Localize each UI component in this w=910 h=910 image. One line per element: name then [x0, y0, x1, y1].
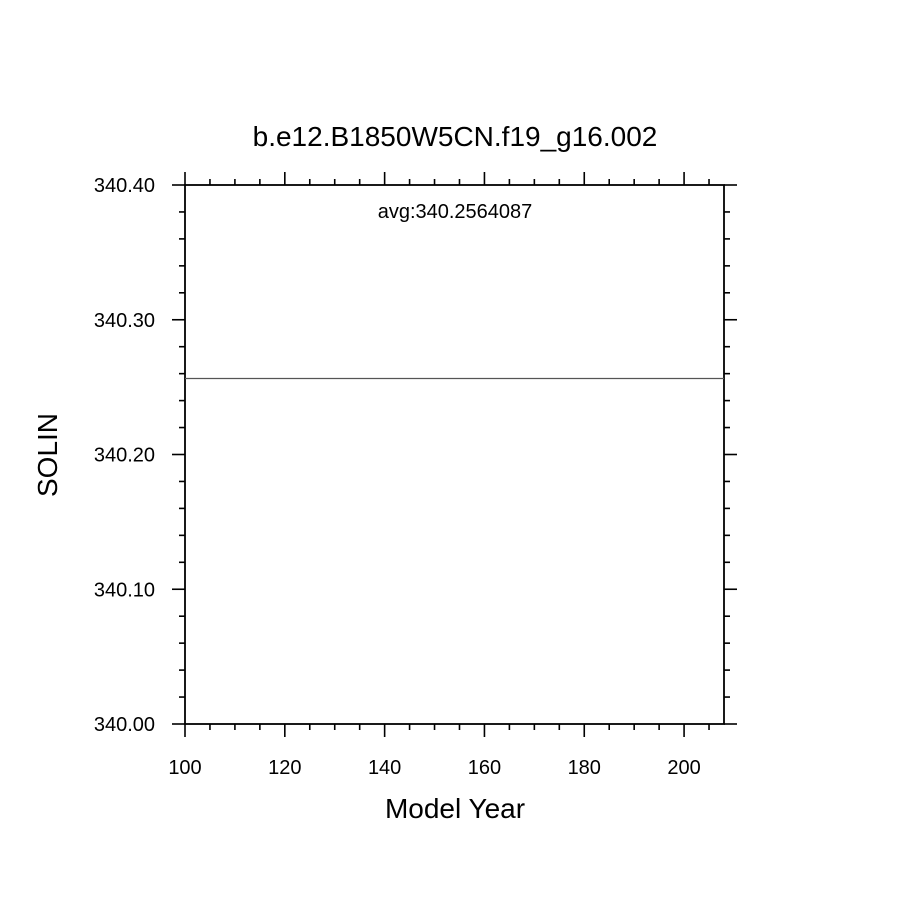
y-tick-label: 340.20 — [94, 445, 155, 467]
y-tick-label: 340.00 — [94, 714, 155, 736]
y-tick-label: 340.40 — [94, 175, 155, 197]
x-tick-label: 180 — [568, 757, 601, 779]
y-axis-label: SOLIN — [32, 413, 63, 497]
y-tick-label: 340.10 — [94, 579, 155, 601]
x-tick-label: 100 — [168, 757, 201, 779]
y-tick-label: 340.30 — [94, 310, 155, 332]
plot-area: 100 120 140 160 180 200 340.00 340.10 340.20 340.… — [94, 172, 737, 779]
chart-title: b.e12.B1850W5CN.f19_g16.002 — [253, 121, 658, 152]
x-tick-label: 140 — [368, 757, 401, 779]
average-annotation: avg:340.2564087 — [378, 201, 533, 223]
x-tick-label: 160 — [468, 757, 501, 779]
x-axis-label: Model Year — [385, 793, 525, 824]
x-tick-label: 200 — [667, 757, 700, 779]
x-tick-label: 120 — [268, 757, 301, 779]
